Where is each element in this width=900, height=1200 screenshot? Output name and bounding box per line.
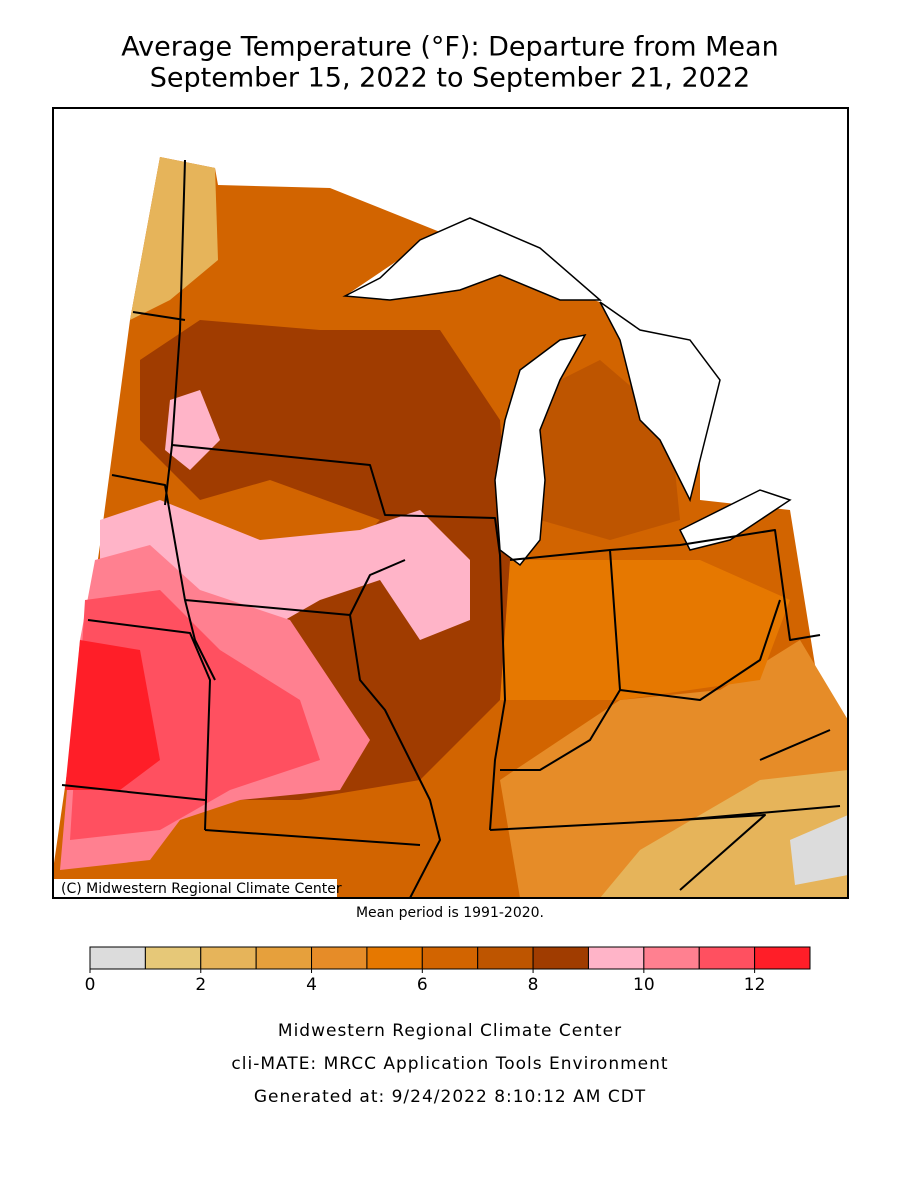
colorbar-tick-label: 4	[306, 975, 317, 995]
copyright-box	[54, 879, 337, 897]
title-line: September 15, 2022 to September 21, 2022	[150, 63, 750, 94]
lake-erie	[678, 489, 792, 551]
colorbar-tick-label: 8	[528, 975, 539, 995]
colorbar-bin	[366, 946, 423, 970]
lake-huron	[599, 301, 721, 503]
map: (C) Midwestern Regional Climate Center	[52, 107, 849, 899]
footer-line: Generated at: 9/24/2022 8:10:12 AM CDT	[254, 1087, 646, 1107]
copyright: (C) Midwestern Regional Climate Center	[61, 881, 342, 897]
region	[500, 560, 790, 700]
colorbar-bin	[311, 946, 368, 970]
colorbar-tick-label: 12	[744, 975, 766, 995]
colorbar-bin	[643, 946, 700, 970]
colorbar-tick-label: 2	[195, 975, 206, 995]
lake-superior	[342, 217, 603, 301]
colorbar-bin	[255, 946, 313, 970]
region	[165, 390, 220, 470]
colorbar-tick-label: 0	[85, 975, 96, 995]
colorbar-bin	[754, 946, 811, 970]
region	[130, 157, 218, 320]
footer-line: cli-MATE: MRCC Application Tools Environ…	[231, 1054, 668, 1074]
colorbar-bin	[200, 946, 257, 970]
colorbar-bin	[532, 946, 589, 970]
region	[600, 770, 848, 898]
footer-line: Midwestern Regional Climate Center	[278, 1021, 622, 1041]
region	[790, 815, 848, 885]
colorbar: 0 2 4 6 8 10 12	[85, 946, 811, 995]
colorbar-bin	[477, 946, 534, 970]
mean-period: Mean period is 1991-2020.	[356, 905, 544, 921]
colorbar-bin	[587, 946, 645, 970]
colorbar-bin	[698, 946, 756, 970]
colorbar-tick-label: 6	[417, 975, 428, 995]
map-frame	[52, 107, 849, 899]
title-line: Average Temperature (°F): Departure from…	[121, 32, 778, 63]
colorbar-bin	[89, 946, 146, 970]
region	[65, 640, 160, 790]
lake-michigan	[494, 333, 587, 567]
state-borders	[61, 159, 841, 899]
colorbar-bin	[144, 946, 202, 970]
colorbar-tick-label: 10	[633, 975, 655, 995]
colorbar-bin	[421, 946, 479, 970]
